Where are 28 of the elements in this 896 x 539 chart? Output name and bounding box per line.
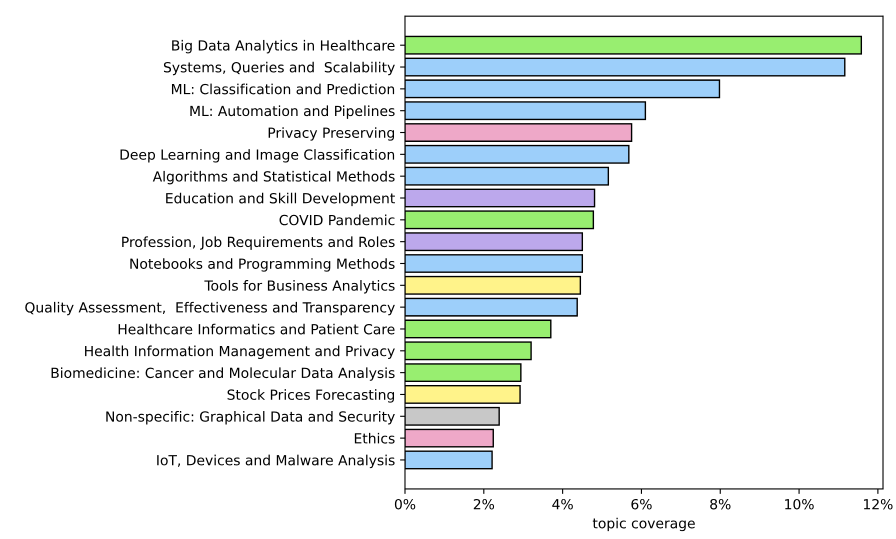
y-tick-label: Quality Assessment, Effectiveness and Transparency <box>25 302 395 316</box>
y-tick-label: Notebooks and Programming Methods <box>130 258 395 272</box>
y-tick-label: ML: Classification and Prediction <box>172 84 394 94</box>
y-tick-label: Deep Learning and Image Classification <box>120 149 394 163</box>
x-tick-label: 8% <box>710 498 731 510</box>
y-tick-label: Biomedicine: Cancer and Molecular Data Analysis <box>52 367 395 381</box>
y-tick-label: ML: Automation and Pipelines <box>190 105 395 119</box>
y-tick-label: Profession, Job Requirements and Roles <box>122 236 395 250</box>
x-tick-label: 4% <box>552 498 573 510</box>
y-tick-label: COVID Pandemic <box>280 214 394 226</box>
y-tick-label: Privacy Preserving <box>268 127 394 141</box>
y-tick-label: Health Information Management and Privacy <box>85 346 395 359</box>
x-tick-label: 0% <box>394 498 416 510</box>
x-tick-label: 10% <box>785 498 814 510</box>
x-tick-label: 2% <box>474 498 494 510</box>
y-tick-label: Algorithms and Statistical Methods <box>152 170 395 184</box>
y-tick-label: Non-specific: Graphical Data and Security <box>106 411 395 424</box>
y-tick-label: Big Data Analytics in Healthcare <box>172 40 395 54</box>
y-tick-label: Healthcare Informatics and Patient Care <box>118 324 395 334</box>
y-tick-label: Tools for Business Analytics <box>204 280 395 294</box>
x-axis-title: topic coverage <box>592 518 695 532</box>
x-tick-label: 12% <box>864 498 893 510</box>
y-tick-label: Ethics <box>354 432 395 444</box>
y-tick-label: IoT, Devices and Malware Analysis <box>157 454 395 468</box>
y-tick-label: Education and Skill Development <box>166 192 395 206</box>
y-tick-label: Systems, Queries and Scalability <box>164 62 395 76</box>
x-tick-label: 6% <box>631 498 652 510</box>
y-tick-label: Stock Prices Forecasting <box>228 389 394 403</box>
